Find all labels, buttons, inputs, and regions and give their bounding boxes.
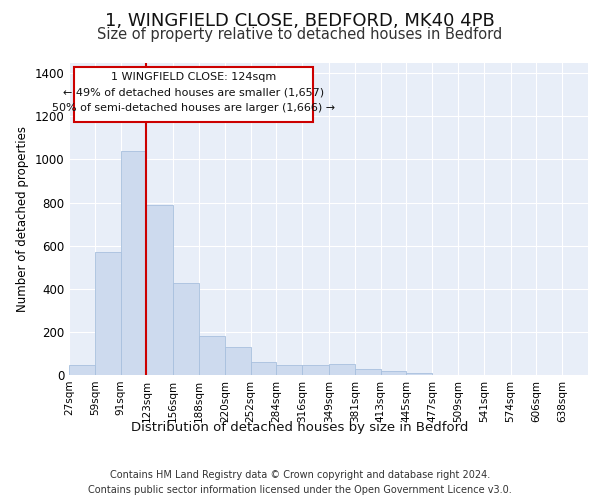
Text: 1 WINGFIELD CLOSE: 124sqm: 1 WINGFIELD CLOSE: 124sqm — [111, 72, 276, 82]
Text: Distribution of detached houses by size in Bedford: Distribution of detached houses by size … — [131, 421, 469, 434]
Text: Contains public sector information licensed under the Open Government Licence v3: Contains public sector information licen… — [88, 485, 512, 495]
Text: 50% of semi-detached houses are larger (1,666) →: 50% of semi-detached houses are larger (… — [52, 103, 335, 113]
Bar — [199, 336, 225, 375]
Text: Size of property relative to detached houses in Bedford: Size of property relative to detached ho… — [97, 28, 503, 42]
Bar — [95, 252, 121, 375]
Bar — [380, 370, 406, 375]
Bar — [146, 204, 173, 375]
Bar — [69, 364, 95, 375]
Text: 1, WINGFIELD CLOSE, BEDFORD, MK40 4PB: 1, WINGFIELD CLOSE, BEDFORD, MK40 4PB — [105, 12, 495, 30]
Bar — [329, 364, 355, 375]
Bar — [355, 370, 380, 375]
Bar — [225, 348, 251, 375]
Y-axis label: Number of detached properties: Number of detached properties — [16, 126, 29, 312]
FancyBboxPatch shape — [74, 67, 313, 122]
Text: Contains HM Land Registry data © Crown copyright and database right 2024.: Contains HM Land Registry data © Crown c… — [110, 470, 490, 480]
Bar — [406, 373, 432, 375]
Bar — [173, 284, 199, 375]
Bar — [277, 366, 302, 375]
Bar — [121, 151, 146, 375]
Text: ← 49% of detached houses are smaller (1,657): ← 49% of detached houses are smaller (1,… — [63, 88, 324, 98]
Bar — [302, 366, 329, 375]
Bar — [251, 362, 277, 375]
